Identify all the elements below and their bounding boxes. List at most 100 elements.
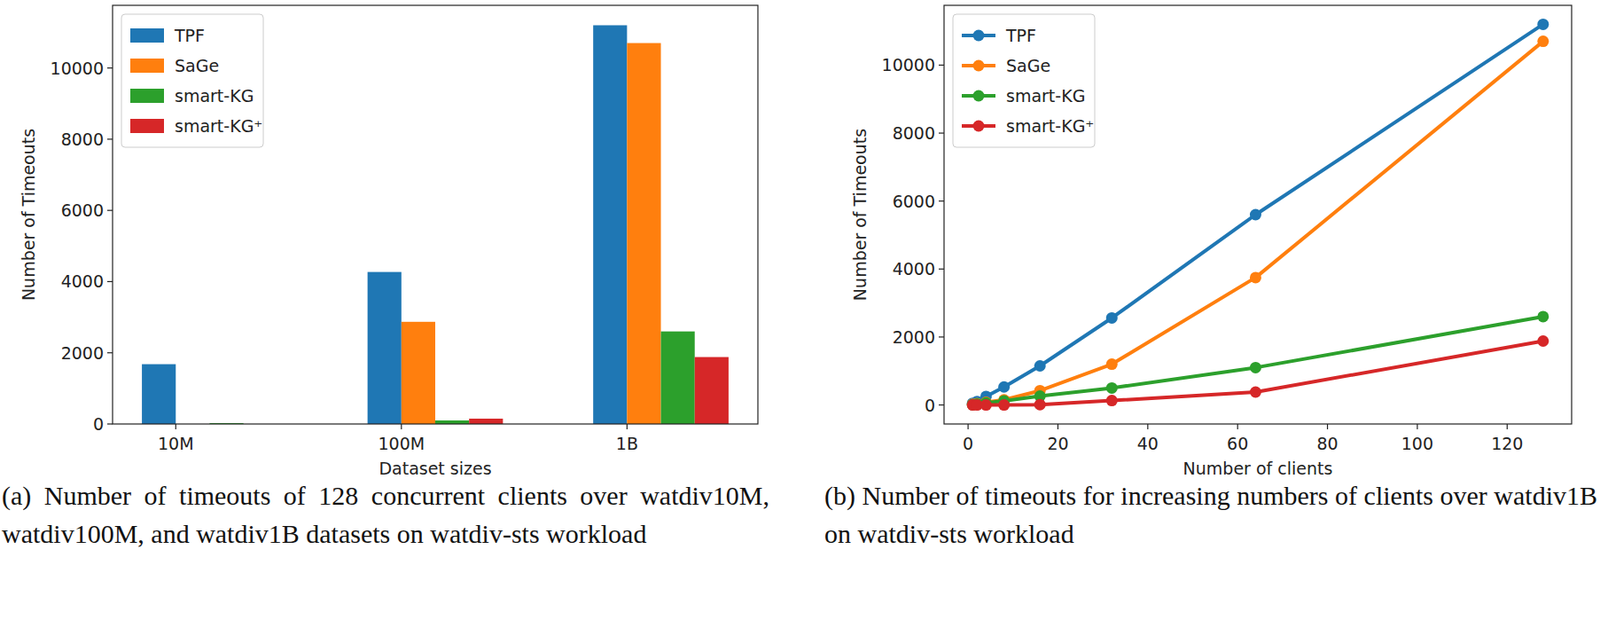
y-tick-label: 4000 (892, 258, 936, 279)
y-axis-label: Number of Timeouts (850, 128, 870, 301)
marker (1249, 271, 1262, 283)
legend-marker (973, 30, 985, 42)
y-tick (938, 404, 945, 406)
y-tick-label: 4000 (61, 271, 104, 291)
y-tick-label: 2000 (892, 327, 936, 347)
x-axis-label: Number of clients (1183, 458, 1334, 478)
legend-label: smart-KG (174, 85, 254, 106)
marker (1249, 209, 1262, 221)
legend-swatch (130, 88, 164, 103)
legend-marker (973, 60, 985, 72)
marker (1034, 359, 1046, 372)
x-tick (1237, 423, 1239, 430)
marker (1537, 18, 1549, 31)
marker (980, 398, 992, 411)
bar (593, 24, 627, 424)
axes-frame (112, 5, 758, 424)
bar (468, 418, 503, 424)
x-tick-label: 20 (1046, 433, 1069, 453)
x-tick (175, 423, 177, 430)
marker (1106, 382, 1118, 394)
legend-box (952, 14, 1095, 148)
x-tick-label: 40 (1137, 433, 1159, 453)
y-tick-label: 0 (924, 395, 936, 415)
legend-label: smart-KG (1006, 85, 1085, 106)
x-tick (1506, 423, 1508, 430)
x-tick-label: 100 (1401, 433, 1434, 453)
x-tick (626, 423, 628, 430)
marker (1249, 385, 1262, 398)
y-tick (107, 138, 113, 140)
legend-marker (973, 90, 985, 102)
x-tick-label: 120 (1490, 433, 1523, 453)
bar (661, 331, 695, 424)
bar (401, 321, 436, 424)
chart-1: 0 2000 4000 6000 8000 10000 0 20 40 60 80 100 120 Num… (850, 5, 1572, 478)
x-tick-label: 100M (377, 433, 425, 453)
y-tick-label: 6000 (61, 200, 104, 220)
legend-marker (973, 120, 985, 133)
x-tick-label: 1B (616, 433, 639, 453)
y-tick-label: 0 (93, 413, 104, 434)
x-tick (1326, 423, 1328, 430)
marker (998, 398, 1010, 411)
marker (1106, 394, 1118, 406)
x-tick (1416, 423, 1418, 430)
y-tick (938, 200, 945, 202)
legend-swatch (130, 28, 164, 43)
legend-label: smart-KG⁺ (1006, 116, 1094, 136)
y-tick-label: 8000 (61, 129, 104, 149)
y-tick (938, 64, 945, 66)
bar (367, 272, 402, 424)
marker (1249, 361, 1262, 374)
x-axis-label: Dataset sizes (378, 458, 492, 478)
marker (998, 381, 1010, 393)
y-tick (107, 351, 113, 353)
y-axis-label: Number of Timeouts (18, 128, 39, 301)
bar (141, 364, 176, 424)
legend: TPF SaGe smart-KG smart-KG⁺ (952, 14, 1095, 148)
y-tick (938, 268, 945, 270)
x-tick (1057, 423, 1059, 430)
legend-label: SaGe (1006, 55, 1051, 76)
legend-box (121, 14, 264, 148)
marker (1034, 398, 1046, 411)
y-tick-label: 6000 (892, 191, 936, 211)
legend-label: smart-KG⁺ (174, 116, 263, 136)
line (972, 341, 1544, 406)
marker (1537, 335, 1549, 347)
x-tick-label: 0 (962, 433, 974, 453)
bar (626, 43, 661, 424)
y-tick (107, 422, 113, 424)
y-tick-label: 10000 (50, 58, 104, 79)
marker (1106, 358, 1118, 370)
x-tick (400, 423, 402, 430)
x-tick-label: 80 (1316, 433, 1338, 453)
y-tick (107, 67, 113, 69)
line (972, 316, 1544, 405)
chart-0: 0 2000 4000 6000 8000 10000 10M 100M 1B Dataset s… (18, 5, 758, 478)
y-tick-label: 2000 (61, 343, 104, 363)
caption: (a) Number of timeouts of 128 concurrent… (1, 476, 770, 553)
x-tick-label: 10M (157, 433, 195, 453)
y-tick-label: 8000 (892, 123, 936, 143)
marker (1106, 312, 1118, 324)
legend-label: TPF (1005, 25, 1037, 46)
marker (1537, 35, 1549, 47)
x-tick-label: 60 (1226, 433, 1249, 453)
line (972, 41, 1544, 405)
legend-swatch (130, 58, 164, 73)
y-tick-label: 10000 (881, 54, 936, 75)
y-tick (107, 280, 113, 282)
bar (435, 420, 469, 424)
legend-label: SaGe (174, 55, 219, 76)
x-tick (1147, 423, 1148, 430)
axes-frame (944, 5, 1572, 424)
y-tick (938, 335, 945, 337)
y-tick (938, 132, 945, 133)
bar (694, 357, 729, 424)
caption: (b) Number of timeouts for increasing nu… (824, 476, 1598, 553)
marker (1537, 310, 1549, 322)
legend: TPFSaGesmart-KGsmart-KG⁺ (121, 14, 264, 148)
legend-swatch (130, 118, 164, 133)
